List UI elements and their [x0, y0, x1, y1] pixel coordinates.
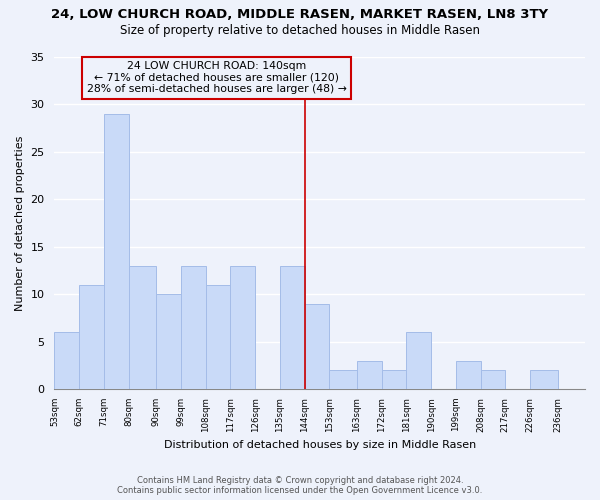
- Bar: [406, 332, 431, 389]
- Bar: [305, 304, 329, 389]
- Bar: [382, 370, 406, 389]
- Bar: [55, 332, 79, 389]
- Text: Contains HM Land Registry data © Crown copyright and database right 2024.
Contai: Contains HM Land Registry data © Crown c…: [118, 476, 482, 495]
- X-axis label: Distribution of detached houses by size in Middle Rasen: Distribution of detached houses by size …: [164, 440, 476, 450]
- Bar: [181, 266, 206, 389]
- Bar: [128, 266, 156, 389]
- Text: Size of property relative to detached houses in Middle Rasen: Size of property relative to detached ho…: [120, 24, 480, 37]
- Bar: [357, 360, 382, 389]
- Bar: [156, 294, 181, 389]
- Bar: [329, 370, 357, 389]
- Bar: [481, 370, 505, 389]
- Y-axis label: Number of detached properties: Number of detached properties: [15, 135, 25, 310]
- Text: 24, LOW CHURCH ROAD, MIDDLE RASEN, MARKET RASEN, LN8 3TY: 24, LOW CHURCH ROAD, MIDDLE RASEN, MARKE…: [52, 8, 548, 20]
- Bar: [530, 370, 557, 389]
- Bar: [104, 114, 128, 389]
- Bar: [280, 266, 305, 389]
- Bar: [79, 284, 104, 389]
- Bar: [230, 266, 255, 389]
- Bar: [206, 284, 230, 389]
- Bar: [456, 360, 481, 389]
- Text: 24 LOW CHURCH ROAD: 140sqm
← 71% of detached houses are smaller (120)
28% of sem: 24 LOW CHURCH ROAD: 140sqm ← 71% of deta…: [86, 62, 347, 94]
